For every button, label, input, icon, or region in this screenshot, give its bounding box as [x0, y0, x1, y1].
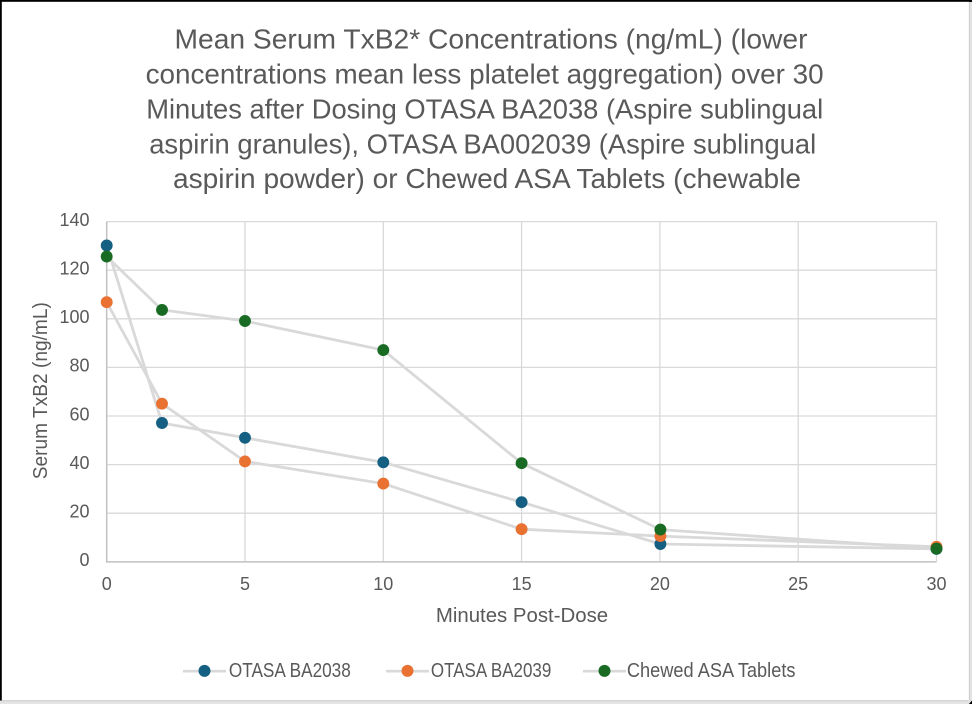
- svg-text:100: 100: [59, 307, 89, 327]
- svg-text:60: 60: [69, 404, 89, 424]
- svg-text:Minutes Post-Dose: Minutes Post-Dose: [436, 605, 608, 627]
- svg-text:30: 30: [926, 574, 946, 594]
- svg-text:0: 0: [102, 574, 112, 594]
- svg-text:80: 80: [69, 356, 89, 376]
- svg-text:Serum TxB2 (ng/mL): Serum TxB2 (ng/mL): [30, 302, 52, 479]
- svg-text:concentrations mean less plate: concentrations mean less platelet aggreg…: [146, 58, 824, 89]
- svg-text:Mean Serum TxB2* Concentration: Mean Serum TxB2* Concentrations (ng/mL) …: [175, 23, 808, 54]
- svg-text:aspirin granules), OTASA BA002: aspirin granules), OTASA BA002039 (Aspir…: [149, 128, 816, 159]
- svg-text:OTASA BA2038: OTASA BA2038: [229, 660, 351, 682]
- svg-text:40: 40: [69, 453, 89, 473]
- svg-text:5: 5: [240, 574, 250, 594]
- svg-text:20: 20: [69, 502, 89, 522]
- svg-text:20: 20: [650, 574, 670, 594]
- svg-text:Minutes after Dosing OTASA BA2: Minutes after Dosing OTASA BA2038 (Aspir…: [146, 93, 823, 124]
- svg-text:Chewed ASA Tablets: Chewed ASA Tablets: [627, 660, 796, 682]
- svg-text:10: 10: [373, 574, 393, 594]
- svg-text:25: 25: [788, 574, 808, 594]
- svg-text:OTASA BA2039: OTASA BA2039: [431, 660, 551, 682]
- svg-text:0: 0: [79, 550, 89, 570]
- svg-text:15: 15: [512, 574, 532, 594]
- svg-text:120: 120: [59, 259, 89, 279]
- svg-text:aspirin powder) or Chewed ASA: aspirin powder) or Chewed ASA Tablets (c…: [173, 163, 801, 194]
- svg-text:140: 140: [59, 210, 89, 230]
